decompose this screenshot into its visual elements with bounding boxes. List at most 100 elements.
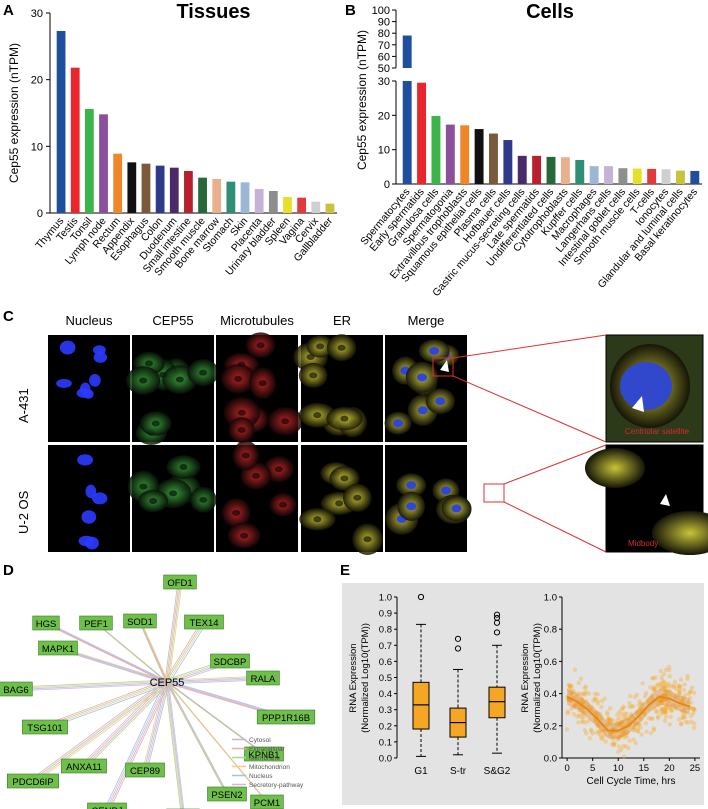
scatter-point — [594, 730, 599, 735]
arrowhead-merge-a431 — [440, 360, 449, 372]
edge-hgs — [44, 620, 166, 681]
scatter-point — [683, 719, 689, 724]
scatter-point — [677, 692, 682, 698]
cell-nucleus-shadow — [144, 360, 153, 367]
bar-basal-keratinocytes — [690, 170, 700, 184]
node-label-kpnb1: KPNB1 — [248, 750, 279, 761]
nucleus-blob — [76, 388, 91, 398]
y-tick-label: 30 — [31, 8, 43, 20]
bar-extravillous-trophoblasts — [460, 125, 470, 184]
node-label-cep89: CEP89 — [130, 766, 160, 777]
y-tick-label: 0.2 — [544, 721, 557, 732]
cell-nucleus-shadow — [241, 452, 250, 459]
scatter-point — [578, 714, 584, 720]
scatter-point — [659, 698, 664, 704]
node-psen2 — [207, 786, 247, 802]
edge-hgs — [45, 621, 167, 682]
scatter-point — [578, 676, 584, 681]
bar-spleen — [283, 197, 292, 213]
scatter-point — [618, 734, 623, 739]
scatter-point — [621, 730, 626, 736]
y-tick-label: 1.0 — [544, 593, 557, 604]
cell-nucleus-shadow — [353, 494, 362, 501]
scatter-point — [576, 680, 581, 686]
nucleus-blob — [417, 406, 428, 415]
node-rala — [246, 670, 280, 686]
scatter-point — [677, 683, 682, 689]
y-tick-label: 0.7 — [379, 641, 392, 652]
scatter-point — [618, 747, 624, 752]
scatter-point — [659, 706, 665, 712]
scatter-point — [626, 716, 631, 721]
scatter-point — [636, 702, 642, 708]
scatter-point — [580, 720, 585, 725]
scatter-point — [648, 730, 654, 736]
scatter-point — [575, 714, 580, 719]
scatter-point — [621, 754, 627, 759]
scatter-point — [595, 701, 601, 706]
nucleus-blob — [406, 481, 417, 490]
scatter-point — [656, 703, 662, 708]
y-tick-label: 0.4 — [379, 689, 392, 700]
scatter-point — [569, 691, 574, 696]
node-tsg101 — [22, 719, 68, 735]
scatter-point — [619, 720, 624, 725]
scatter-point — [615, 712, 620, 717]
scatter-point — [634, 711, 639, 716]
scatter-point — [566, 682, 571, 687]
x-tick-label: 5 — [590, 763, 595, 774]
edge-bag6 — [16, 682, 168, 691]
scatter-point — [651, 684, 657, 690]
x-tick-label: S-tr — [450, 766, 467, 777]
scatter-point — [621, 704, 627, 709]
legend-label-cytosol: Cytosol — [249, 737, 271, 744]
edge-sod1 — [140, 621, 169, 683]
cell-nucleus-shadow — [199, 369, 208, 376]
scatter-point — [690, 706, 695, 712]
y-tick-label: 0 — [384, 179, 390, 191]
edge-tsg101 — [43, 679, 166, 726]
scatter-point — [614, 721, 619, 727]
scatter-point — [632, 694, 638, 700]
nucleus-blob — [440, 486, 451, 495]
scatter-point — [568, 683, 573, 688]
scatter-point — [586, 691, 591, 696]
edge-rala — [165, 675, 262, 681]
scatter-point — [658, 685, 664, 691]
scatter-point — [591, 698, 596, 704]
scatter-point — [691, 721, 697, 726]
x-axis-label: Cell Cycle Time, hrs — [587, 776, 676, 787]
scatter-point — [658, 668, 663, 674]
scatter-point — [610, 718, 615, 723]
scatter-point — [666, 690, 671, 695]
nucleus-blob — [93, 351, 108, 363]
panel-letter-c: C — [3, 308, 14, 325]
scatter-point — [593, 719, 598, 724]
node-hgs — [32, 615, 60, 631]
edge-fbf1 — [165, 681, 183, 809]
scatter-point — [629, 704, 634, 709]
scatter-point — [648, 695, 654, 701]
scatter-point — [616, 744, 622, 749]
column-header-merge: Merge — [408, 313, 445, 328]
y-tick-label: 90 — [378, 17, 390, 29]
scatter-point — [658, 681, 663, 687]
scatter-point — [651, 726, 657, 731]
edge-tex14 — [168, 623, 207, 685]
scatter-point — [607, 731, 613, 737]
y-axis-label-line1: RNA Expression — [520, 643, 531, 712]
scatter-point — [660, 709, 665, 714]
edge-sod1 — [137, 619, 166, 681]
scatter-point — [633, 721, 638, 727]
y-tick-label: 10 — [378, 145, 390, 157]
outlier-point — [417, 593, 425, 601]
scatter-point — [654, 709, 659, 714]
zoom-label-centriolar: Centriolar satellite — [625, 427, 690, 436]
zoom-label-midbody: Midbody — [628, 539, 658, 548]
legend-label-mitochondrion: Mitochondrion — [249, 764, 290, 771]
scatter-point — [651, 687, 656, 692]
node-label-ofd1: OFD1 — [167, 578, 192, 589]
zoom-region-u2os — [483, 483, 505, 503]
scatter-point — [635, 728, 641, 734]
scatter-point — [663, 692, 668, 697]
